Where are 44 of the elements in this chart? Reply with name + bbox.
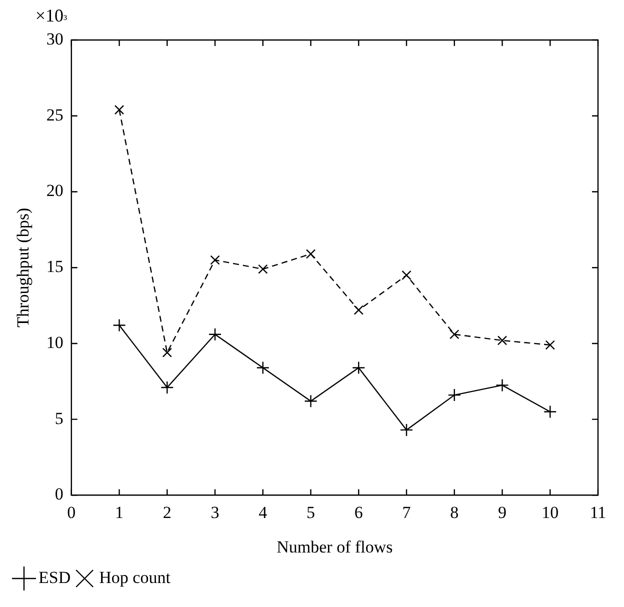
point [256, 361, 270, 374]
point [400, 423, 414, 437]
point [496, 378, 509, 392]
point [402, 270, 412, 280]
point [162, 348, 172, 358]
y-axis-title: Throughput (bps) [14, 208, 33, 328]
x-tick-label: 7 [402, 502, 412, 522]
x-tick-label: 4 [258, 502, 268, 522]
point [354, 305, 364, 315]
y-tick-label: 20 [46, 181, 64, 200]
x-tick-label: 0 [67, 502, 76, 522]
x-tick-label: 9 [498, 502, 507, 522]
y-tick-label: 0 [54, 484, 64, 504]
text: ×10³ [35, 6, 68, 26]
point [160, 380, 174, 394]
x-axis-title: Number of flows [276, 537, 393, 556]
point [304, 394, 318, 408]
y-tick-label: 10 [46, 332, 64, 352]
x-tick-label: 2 [162, 502, 172, 522]
point [544, 405, 557, 418]
point [545, 340, 555, 350]
y-tick-label: 25 [46, 105, 64, 124]
x-tick-label: 1 [115, 502, 124, 522]
point [448, 388, 461, 402]
y-tick-label: 15 [46, 257, 64, 276]
legend-label: ESD [38, 568, 71, 587]
point [497, 336, 508, 346]
point [258, 264, 268, 274]
x-tick-label: 10 [542, 502, 559, 522]
x-tick-label: 5 [306, 502, 316, 522]
point [114, 104, 124, 115]
point [208, 328, 222, 341]
x-tick-label: 3 [210, 502, 220, 522]
point [112, 318, 126, 332]
point [352, 361, 366, 374]
point [210, 255, 220, 265]
point [306, 249, 316, 259]
legend-label: Hop count [99, 568, 171, 587]
y-tick-label: 5 [54, 408, 64, 428]
y-tick-label: 30 [46, 29, 64, 48]
x-tick-label: 8 [450, 502, 459, 522]
point [450, 330, 460, 340]
x-tick-label: 6 [354, 502, 363, 522]
x-tick-label: 11 [590, 502, 606, 522]
